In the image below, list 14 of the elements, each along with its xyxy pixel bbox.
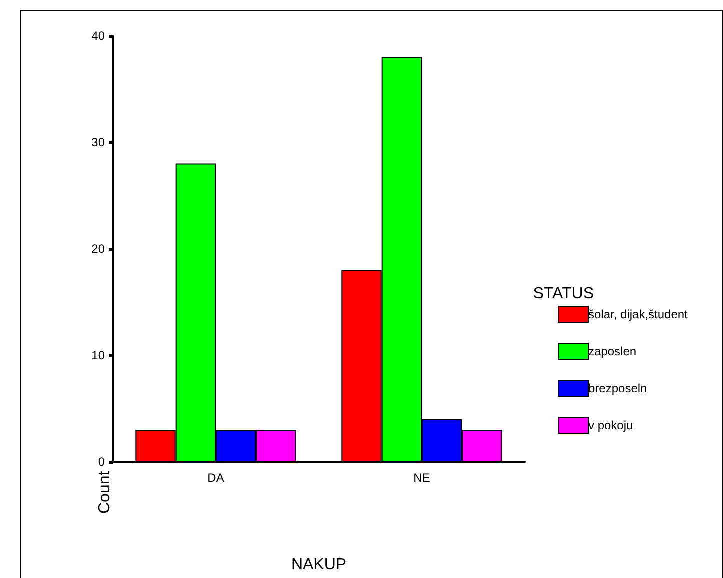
y-axis-title: Count: [96, 470, 114, 514]
legend-title: STATUS: [533, 286, 594, 302]
x-tick-label: DA: [208, 471, 224, 485]
legend-label: v pokoju: [588, 418, 634, 432]
y-tick-label: 20: [92, 242, 106, 256]
legend-label: šolar, dijak,študent: [588, 308, 689, 322]
y-tick-label: 40: [92, 29, 106, 43]
legend-label: brezposeln: [588, 382, 648, 396]
y-tick-label: 0: [98, 455, 106, 469]
y-tick-label: 30: [92, 136, 106, 150]
x-tick-label: NE: [414, 471, 430, 485]
legend-label: zaposlen: [588, 344, 637, 358]
x-axis-title: NAKUP: [291, 556, 347, 574]
y-tick-label: 10: [92, 348, 106, 362]
